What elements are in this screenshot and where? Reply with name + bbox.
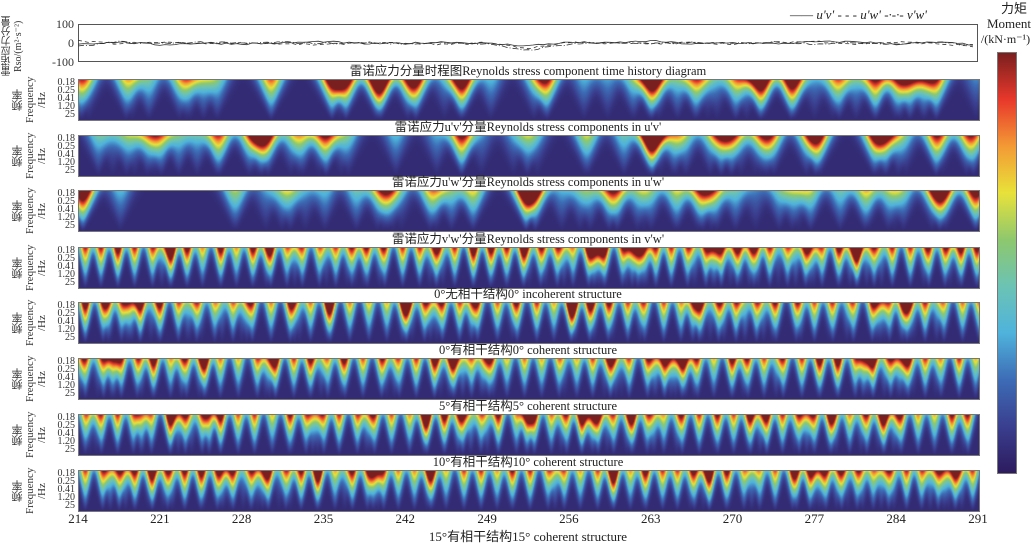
ytick: 25: [65, 109, 75, 120]
ytick: 1.20: [57, 380, 76, 391]
xtick: 291: [968, 511, 988, 526]
heatmap-panel: [78, 190, 980, 232]
ytick: 1.20: [57, 212, 76, 223]
ytick: 0.18: [57, 133, 76, 144]
ytick: 1.20: [57, 492, 76, 503]
panel-caption: 雷诺应力v'w'分量Reynolds stress components in …: [391, 232, 665, 246]
heatmap-panel: [78, 414, 980, 456]
x-axis-label: 15°有相干结构15° coherent structure: [428, 529, 628, 544]
ytick: 0.18: [57, 300, 76, 311]
ytick: 0.41: [57, 149, 76, 160]
xtick: 277: [804, 511, 825, 526]
ytick: 0.18: [57, 356, 76, 367]
xtick: 284: [886, 511, 906, 526]
heatmap-panel: [78, 135, 980, 177]
line-plot-ylabel: 雷诺应力分量 Rso/(m²·s⁻²): [2, 16, 24, 76]
ytick: 0.41: [57, 428, 76, 439]
line-plot-frame: [78, 24, 978, 62]
legend-dashdot-swatch: -·-·-: [884, 7, 907, 22]
panel-caption: 10°有相干结构10° coherent structure: [432, 455, 624, 469]
ytick: 25: [65, 220, 75, 231]
ytick: 0.41: [57, 204, 76, 215]
panel-caption: 0°无相干结构0° incoherent structure: [434, 287, 622, 301]
heatmap-panel: [78, 470, 980, 512]
ytick: 0.41: [57, 93, 76, 104]
heatmap-panel: [78, 79, 980, 121]
ytick: 0.18: [57, 412, 76, 423]
ytick: 0.25: [57, 85, 76, 96]
xtick: 214: [68, 511, 88, 526]
series-line-2: [78, 40, 973, 51]
legend-entry: u'v': [816, 7, 835, 22]
ytick: 25: [65, 388, 75, 399]
colorbar-title-en: Moment: [986, 16, 1032, 31]
ytick: 0.18: [57, 468, 76, 479]
ytick: 25: [65, 444, 75, 455]
ytick: 0.41: [57, 484, 76, 495]
ytick: -100: [52, 55, 74, 69]
panel-caption: 0°有相干结构0° coherent structure: [438, 343, 617, 357]
ytick: 0.25: [57, 476, 76, 487]
ytick: 0.25: [57, 364, 76, 375]
xtick: 242: [395, 511, 416, 526]
colorbar-title-cn: 力矩: [1000, 1, 1027, 16]
ytick: 0.25: [57, 420, 76, 431]
ytick: 1.20: [57, 101, 76, 112]
series-line-0: [78, 39, 973, 47]
ytick: 100: [56, 17, 74, 31]
panel-caption: 雷诺应力u'w'分量Reynolds stress components in …: [391, 175, 665, 189]
xtick: 221: [150, 511, 170, 526]
ytick: 0.41: [57, 372, 76, 383]
xtick: 228: [231, 511, 252, 526]
ytick: 0.41: [57, 316, 76, 327]
xtick: 249: [477, 511, 497, 526]
ytick: 25: [65, 277, 75, 288]
legend-dashed-swatch: - - -: [837, 7, 861, 22]
legend-solid-swatch: ——: [790, 7, 817, 22]
ytick: 0.25: [57, 253, 76, 264]
series-line-1: [78, 39, 973, 50]
panel-caption: 5°有相干结构5° coherent structure: [438, 399, 617, 413]
heatmap-panel: [78, 247, 980, 289]
ytick: 1.20: [57, 269, 76, 280]
ytick: 0.18: [57, 188, 76, 199]
ytick: 1.20: [57, 157, 76, 168]
line-plot: [78, 24, 978, 62]
xtick: 263: [640, 511, 661, 526]
colorbar: [997, 52, 1017, 474]
heatmap-panel: [78, 302, 980, 344]
ytick: 0.41: [57, 261, 76, 272]
legend: —— u'v' - - - u'w' -·-·- v'w': [790, 7, 927, 22]
legend-entry: v'w': [906, 7, 927, 22]
xtick: 235: [313, 511, 334, 526]
ytick: 25: [65, 500, 75, 511]
legend-entry: u'w': [860, 7, 881, 22]
colorbar-unit: /(kN·m⁻¹): [980, 32, 1031, 46]
ytick: 0: [68, 36, 74, 50]
xtick: 256: [559, 511, 579, 526]
ytick: 1.20: [57, 324, 76, 335]
ytick: 1.20: [57, 436, 76, 447]
xtick: 270: [722, 511, 743, 526]
ytick: 0.25: [57, 308, 76, 319]
ytick: 25: [65, 165, 75, 176]
panel-caption: 雷诺应力分量时程图Reynolds stress component time …: [349, 64, 707, 78]
ytick: 0.18: [57, 245, 76, 256]
ytick: 25: [65, 332, 75, 343]
ytick: 0.25: [57, 196, 76, 207]
ytick: 0.25: [57, 141, 76, 152]
heatmap-panel: [78, 358, 980, 400]
ytick: 0.18: [57, 77, 76, 88]
panel-caption: 雷诺应力u'v'分量Reynolds stress components in …: [394, 120, 662, 134]
